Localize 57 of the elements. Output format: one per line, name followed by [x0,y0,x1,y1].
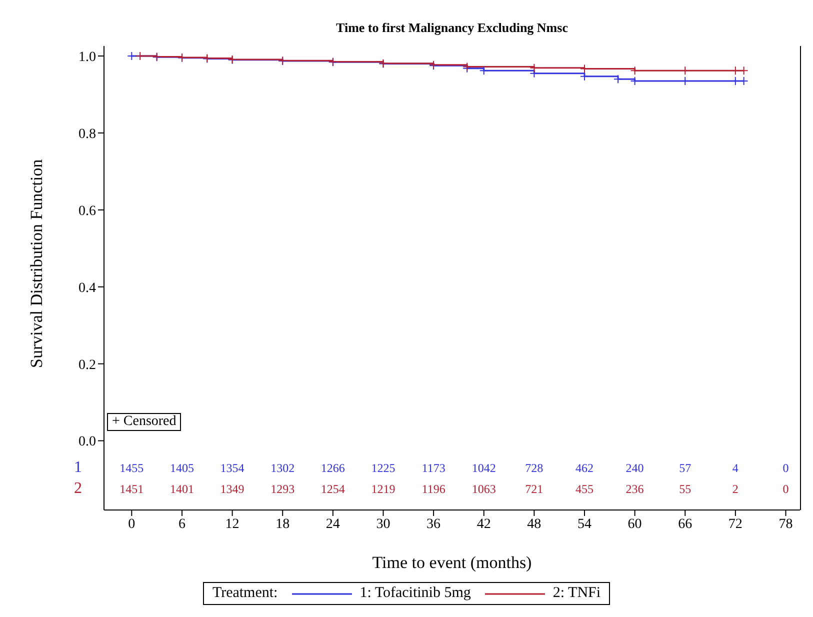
y-tick-label: 1.0 [78,50,96,65]
annotation: + Censored [107,413,182,432]
y-tick-label: 0.8 [78,126,96,142]
annotation: 1063 [470,482,497,497]
y-tick-label: 0.4 [78,280,96,296]
x-tick-label: 60 [628,516,642,532]
y-tick-label: 0.0 [78,434,96,450]
annotation: 55 [678,482,692,497]
annotation: 1225 [370,460,396,476]
x-tick-label: 42 [476,516,491,532]
chart-title: Time to first Malignancy Excluding Nmsc [335,20,569,36]
legend-title: Treatment: [212,585,278,602]
annotation: 236 [624,482,645,497]
annotation: 1293 [270,482,296,497]
text: 1 [74,458,82,477]
annotation: 1254 [320,482,346,497]
annotation: 0 [782,482,790,497]
x-tick-label: 36 [426,516,441,532]
legend-label: 1: Tofacitinib 5mg [360,585,471,602]
x-tick-label: 24 [326,516,340,532]
annotation: 1173 [420,460,446,476]
y-tick-label: 0.2 [78,358,96,373]
annotation: 728 [524,460,544,476]
x-tick-label: 18 [276,516,290,532]
annotation: 1405 [168,460,195,476]
annotation: 0 [782,460,790,476]
x-tick-label: 6 [178,516,186,532]
annotation: 721 [524,482,544,497]
x-tick-label: 30 [376,516,390,532]
annotation: 455 [574,482,594,497]
annotation: 1302 [270,460,296,476]
annotation: 57 [678,460,692,476]
annotation: 1219 [370,482,396,497]
annotation: 1401 [168,482,195,497]
annotation: 1354 [219,460,246,476]
x-tick-label: 66 [678,516,692,532]
annotation: 1349 [219,482,246,497]
x-tick-label: 12 [225,516,240,532]
annotation: 1042 [470,460,497,476]
text: 2 [74,480,82,498]
annotation: 1196 [420,482,446,497]
x-tick-label: 72 [728,516,742,532]
annotation: 1266 [320,460,346,476]
annotation: 1455 [118,460,145,476]
annotation: 1451 [118,482,145,497]
x-tick-label: 54 [577,516,592,532]
x-tick-label: 0 [128,516,136,532]
x-tick-label: 78 [778,516,793,532]
y-tick-label: 0.6 [78,204,96,219]
x-tick-label: 48 [527,516,542,532]
annotation: 4 [731,460,740,476]
annotation: 240 [624,460,645,476]
annotation: 2 [731,482,740,497]
annotation: 462 [574,460,594,476]
x-axis-title: Time to event (months) [372,553,532,572]
legend-label: 2: TNFi [552,585,601,602]
y-axis-title: Survival Distribution Function [27,158,46,368]
